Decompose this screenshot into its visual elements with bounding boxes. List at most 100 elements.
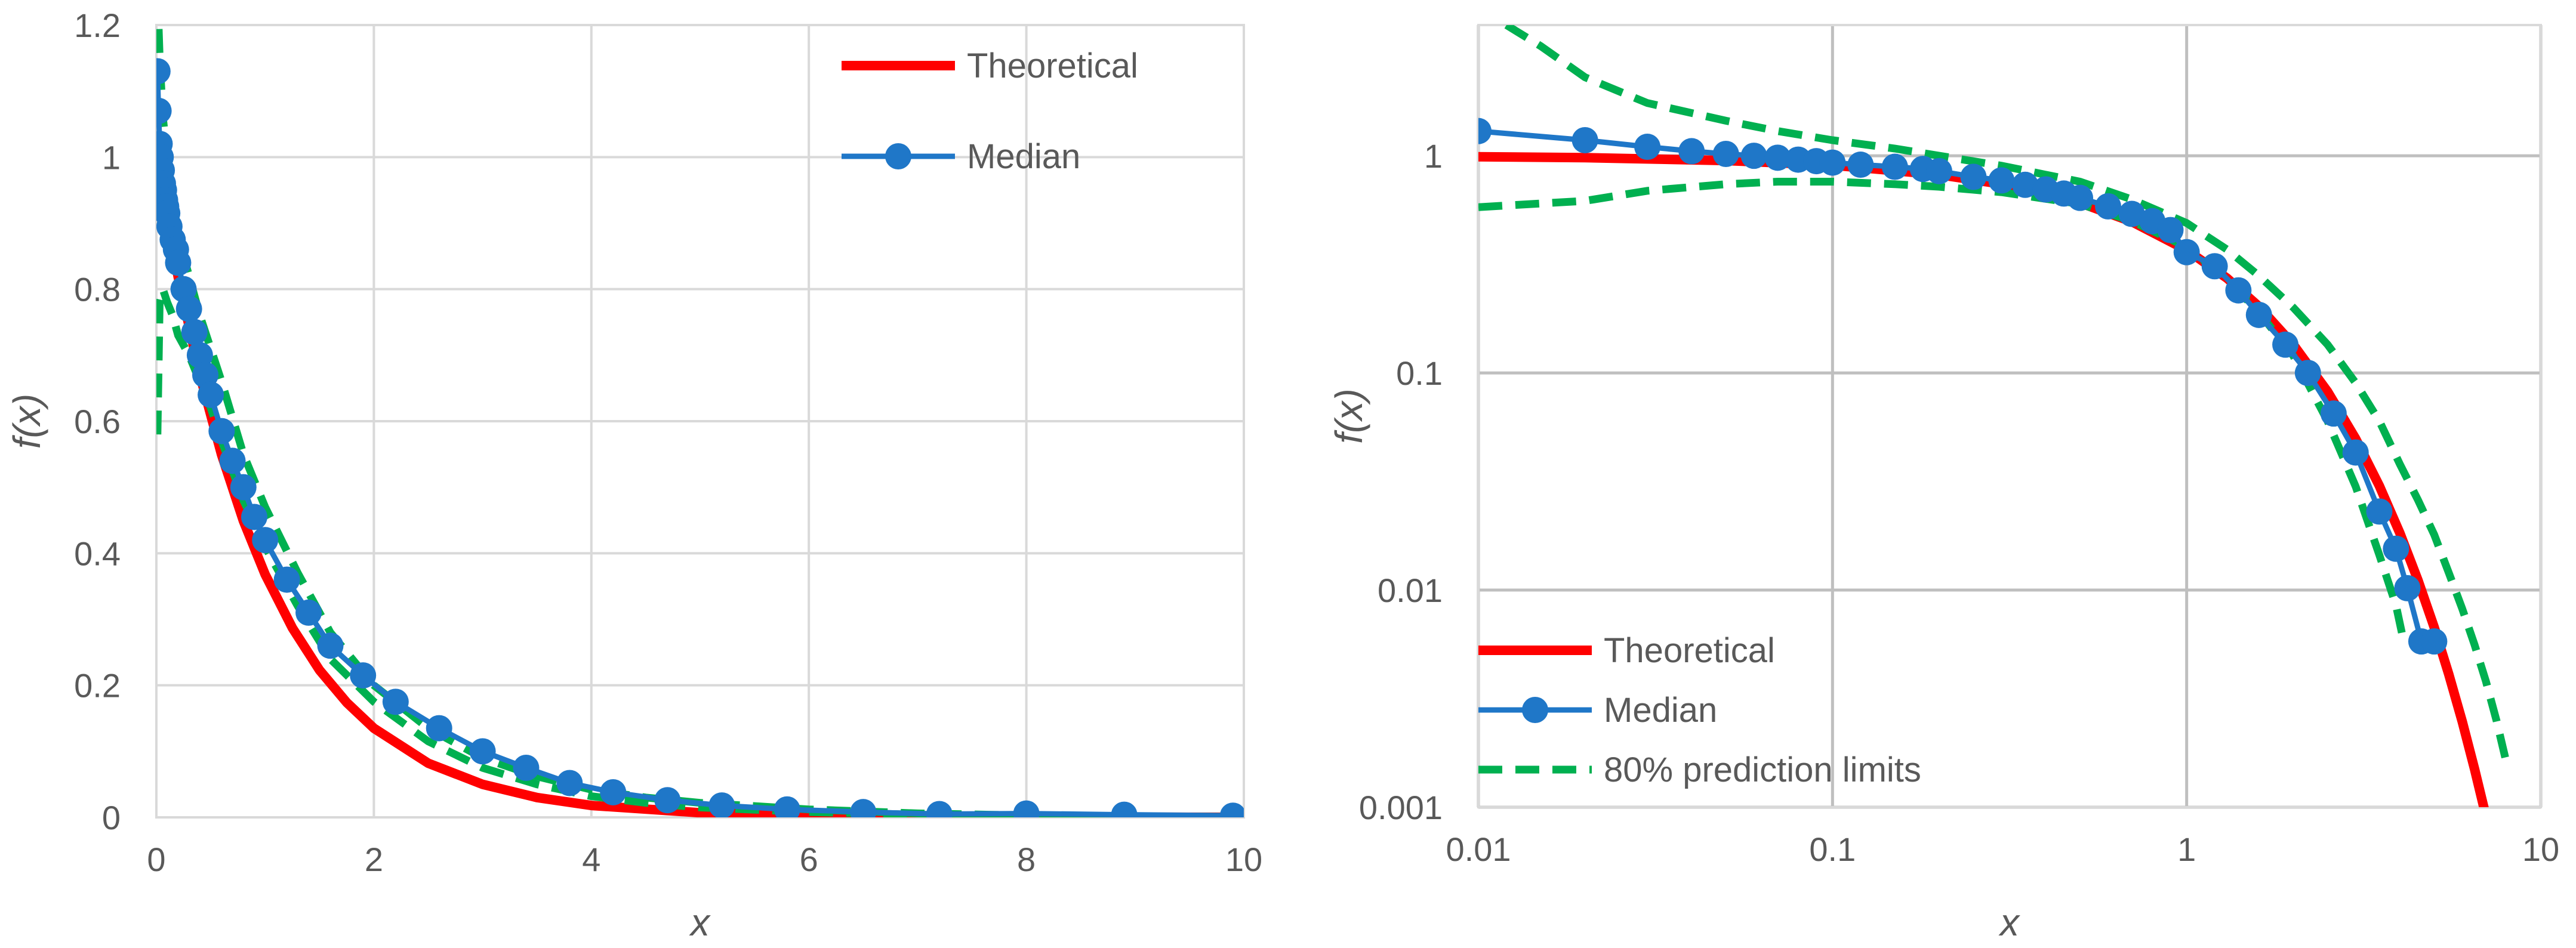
median-marker bbox=[2366, 498, 2393, 525]
x-tick-label: 0.1 bbox=[1809, 830, 1856, 868]
plot-area bbox=[1478, 25, 2510, 807]
median-marker bbox=[2012, 171, 2039, 198]
median-marker bbox=[317, 632, 344, 659]
legend-label: 80% prediction limits bbox=[1604, 751, 1921, 789]
median-marker bbox=[230, 474, 257, 501]
median-marker bbox=[1847, 152, 1874, 178]
median-marker bbox=[175, 295, 202, 322]
median-marker bbox=[186, 342, 213, 369]
median-marker bbox=[1634, 134, 1661, 160]
legend: Theoretical Median 80% prediction limits bbox=[1478, 631, 1921, 789]
series-line-theoretical bbox=[1478, 152, 2489, 807]
median-marker bbox=[170, 276, 197, 302]
median-marker bbox=[2245, 301, 2272, 328]
median-marker bbox=[2320, 400, 2347, 427]
x-axis-title: x bbox=[1998, 901, 2020, 944]
median-marker bbox=[2421, 628, 2448, 655]
median-marker bbox=[2157, 217, 2184, 243]
median-marker bbox=[654, 787, 681, 814]
median-marker bbox=[926, 801, 953, 817]
median-marker bbox=[2225, 277, 2252, 304]
median-marker bbox=[156, 97, 172, 124]
x-tick-label: 10 bbox=[1225, 841, 1262, 878]
median-marker bbox=[850, 799, 877, 817]
median-marker bbox=[426, 715, 452, 742]
median-marker bbox=[2394, 575, 2421, 601]
median-marker bbox=[469, 738, 496, 765]
x-tick-label: 2 bbox=[365, 841, 383, 878]
median-marker bbox=[2294, 360, 2321, 387]
median-marker bbox=[1678, 138, 1705, 165]
median-marker bbox=[295, 599, 322, 626]
median-marker bbox=[2067, 184, 2094, 211]
median-marker bbox=[708, 792, 735, 817]
median-marker bbox=[208, 418, 235, 444]
median-marker bbox=[556, 770, 583, 796]
median-marker bbox=[2342, 439, 2369, 466]
y-tick-label: 1 bbox=[1424, 137, 1443, 175]
x-tick-label: 4 bbox=[582, 841, 600, 878]
series-line-limits bbox=[1478, 178, 2408, 643]
median-marker bbox=[1712, 140, 1739, 167]
y-axis-title: f(x) bbox=[5, 394, 48, 449]
y-tick-label: 0.6 bbox=[74, 403, 121, 440]
y-tick-label: 1.2 bbox=[74, 7, 121, 44]
linear-chart-panel: 0 2 4 6 8 10 0 0.2 0.4 0.6 0.8 1 1.2 x f(x) Theoretical… bbox=[5, 7, 1262, 944]
median-marker bbox=[1478, 118, 1492, 144]
gridlines bbox=[155, 24, 1245, 819]
median-marker bbox=[2173, 239, 2200, 265]
median-marker bbox=[2383, 535, 2409, 562]
legend-swatch-median-marker bbox=[1522, 697, 1548, 723]
median-marker bbox=[2095, 193, 2122, 220]
legend: Theoretical Median bbox=[842, 47, 1138, 176]
median-marker bbox=[2201, 253, 2228, 280]
x-tick-label: 10 bbox=[2522, 830, 2559, 868]
x-tick-label: 8 bbox=[1017, 841, 1036, 878]
x-axis-title: x bbox=[689, 901, 711, 944]
median-marker bbox=[1764, 144, 1791, 171]
median-marker bbox=[1111, 801, 1138, 817]
series-line-median bbox=[1478, 128, 2435, 644]
median-marker bbox=[774, 796, 800, 817]
median-marker bbox=[1740, 143, 1767, 169]
median-marker bbox=[165, 249, 192, 276]
series-line-median bbox=[156, 71, 1233, 817]
median-marker bbox=[1572, 126, 1598, 153]
median-marker bbox=[1925, 158, 1952, 184]
median-marker bbox=[2272, 331, 2299, 358]
median-marker bbox=[513, 755, 540, 781]
median-marker bbox=[1219, 802, 1244, 817]
median-marker bbox=[2118, 200, 2145, 227]
median-marker bbox=[1013, 800, 1040, 817]
median-marker bbox=[1819, 149, 1846, 176]
median-marker bbox=[241, 504, 267, 530]
median-marker bbox=[1988, 167, 2015, 194]
y-tick-label: 0.2 bbox=[74, 667, 121, 705]
median-marker bbox=[252, 527, 279, 554]
x-tick-label: 6 bbox=[800, 841, 818, 878]
y-tick-label: 0.1 bbox=[1396, 354, 1443, 392]
median-marker bbox=[1960, 163, 1987, 190]
y-tick-label: 0 bbox=[102, 799, 121, 836]
median-marker bbox=[600, 779, 627, 805]
median-marker bbox=[273, 566, 300, 593]
y-tick-label: 0.8 bbox=[74, 271, 121, 308]
y-tick-label: 1 bbox=[102, 138, 121, 176]
y-tick-label: 0.01 bbox=[1378, 572, 1443, 609]
x-tick-label: 1 bbox=[2177, 830, 2196, 868]
legend-swatch-median-marker bbox=[885, 143, 911, 169]
y-tick-label: 0.4 bbox=[74, 535, 121, 572]
median-marker bbox=[198, 381, 224, 408]
legend-label: Median bbox=[1604, 691, 1717, 730]
y-axis-title: f(x) bbox=[1327, 388, 1370, 443]
median-marker bbox=[181, 319, 208, 345]
legend-label: Theoretical bbox=[1604, 631, 1775, 670]
series-line-theoretical bbox=[156, 152, 1244, 817]
plot-frame bbox=[1477, 24, 2542, 808]
median-marker bbox=[350, 662, 377, 689]
legend-label: Median bbox=[967, 137, 1080, 176]
x-tick-label: 0 bbox=[147, 841, 165, 878]
x-tick-label: 0.01 bbox=[1446, 830, 1511, 868]
median-marker bbox=[156, 58, 171, 85]
